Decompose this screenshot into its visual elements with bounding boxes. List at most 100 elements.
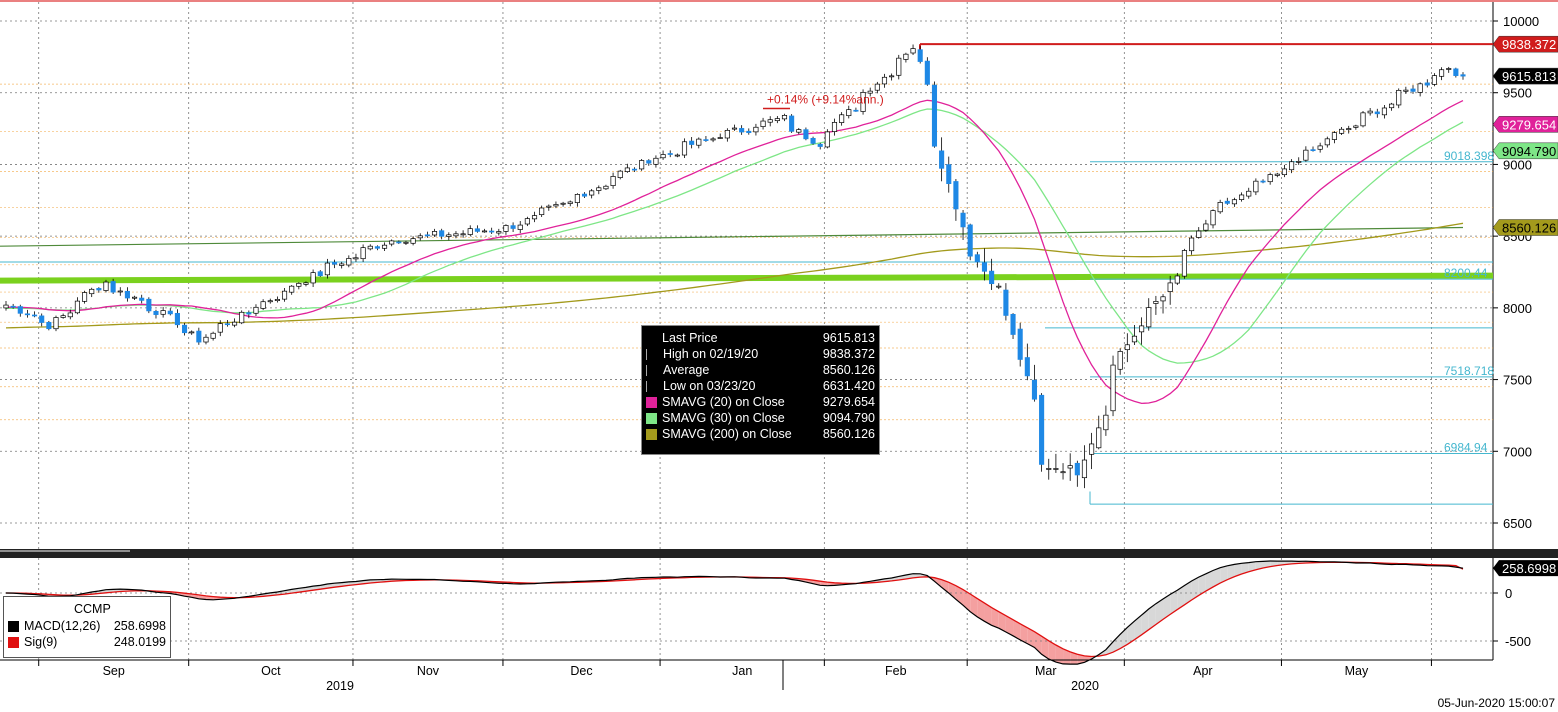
candle-body <box>503 225 509 232</box>
legend-label: Last Price <box>662 331 718 345</box>
candle-body <box>1317 145 1323 150</box>
candle-body <box>939 150 945 169</box>
macd-fill <box>1013 619 1021 640</box>
candle-body <box>46 321 52 330</box>
candle-body <box>867 90 873 94</box>
candle-body <box>103 281 109 291</box>
candle-body <box>774 118 780 122</box>
candle-body <box>1346 128 1352 131</box>
legend-row: High on 02/19/20 9838.372 <box>642 346 879 362</box>
macd-fill <box>1213 567 1221 587</box>
candle-body <box>1146 307 1152 328</box>
macd-fill <box>1170 590 1178 615</box>
legend-value: 9279.654 <box>822 395 875 409</box>
chart-legend-rows: Last Price 9615.813 High on 02/19/20 9838.3… <box>642 330 879 442</box>
macd-fill <box>1005 615 1014 636</box>
candle-body <box>846 109 852 117</box>
candle-body <box>410 238 416 244</box>
x-month-label: Apr <box>1193 664 1212 678</box>
candle-body <box>1396 89 1402 106</box>
candle-body <box>1067 465 1073 469</box>
candle-body <box>439 230 445 237</box>
candle-body <box>1410 88 1416 92</box>
candle-body <box>1167 282 1173 292</box>
candle-body <box>1431 75 1437 85</box>
candle-body <box>467 228 473 235</box>
candle-body <box>1267 174 1273 183</box>
candle-body <box>1210 210 1216 226</box>
candle-body <box>624 167 630 172</box>
macd-line <box>5 560 1464 665</box>
candle-body <box>1289 161 1295 171</box>
macd-fill <box>1241 562 1249 574</box>
candle-body <box>189 331 195 334</box>
timestamp: 05-Jun-2020 15:00:07 <box>1437 696 1555 710</box>
candle-body <box>324 262 330 276</box>
candle-body <box>1446 68 1452 70</box>
candle-body <box>203 336 209 343</box>
legend-value: 8560.126 <box>822 363 875 377</box>
legend-row: SMAVG (200) on Close 8560.126 <box>642 426 879 442</box>
candle-body <box>289 285 295 293</box>
macd-fill <box>1220 565 1228 584</box>
macd-fill <box>1155 599 1164 625</box>
candle-body <box>146 298 152 312</box>
macd-legend-value: 258.6998 <box>113 619 166 633</box>
candle-body <box>160 310 166 315</box>
candle-body <box>631 168 638 171</box>
price-tag-sma30: 9094.790 <box>1492 142 1558 160</box>
macd-fill <box>1127 621 1135 645</box>
macd-fill <box>1105 641 1114 655</box>
signal-legend-row: Sig(9) 248.0199 <box>4 634 170 650</box>
legend-row: Average 8560.126 <box>642 362 879 378</box>
candle-body <box>167 310 173 315</box>
candle-body <box>1331 132 1337 140</box>
candle-body <box>1246 190 1252 197</box>
candle-body <box>110 281 116 293</box>
macd-fill <box>934 577 942 588</box>
candle-body <box>1403 89 1409 92</box>
candle-body <box>596 187 602 191</box>
candle-body <box>996 285 1002 288</box>
candle-body <box>281 290 288 300</box>
candle-body <box>139 297 145 301</box>
candle-body <box>960 212 966 228</box>
candle-body <box>524 218 530 225</box>
candle-body <box>374 246 380 249</box>
candle-body <box>989 270 995 285</box>
price-tag-label: 9615.813 <box>1502 69 1556 84</box>
candle-body <box>210 332 216 339</box>
legend-row: SMAVG (20) on Close 9279.654 <box>642 394 879 410</box>
candle-body <box>674 154 680 157</box>
candle-body <box>717 137 723 139</box>
candle-body <box>1353 125 1359 128</box>
candle-body <box>739 128 745 133</box>
candle-body <box>267 300 273 303</box>
candle-body <box>246 312 252 315</box>
candle-body <box>517 224 523 230</box>
candle-body <box>896 57 902 76</box>
candle-body <box>1039 394 1045 465</box>
legend-swatch <box>646 428 657 440</box>
candle-body <box>981 262 988 272</box>
candle-body <box>1074 462 1080 476</box>
candle-body <box>117 290 123 293</box>
x-month-label: Oct <box>261 664 281 678</box>
candle-body <box>217 323 223 333</box>
candle-body <box>353 257 359 260</box>
candle-body <box>82 292 88 302</box>
candle-body <box>60 315 66 318</box>
macd-fill <box>1020 623 1028 644</box>
candle-body <box>1024 357 1030 377</box>
legend-label: Average <box>663 363 710 377</box>
x-month-label: Jan <box>732 664 752 678</box>
candle-body <box>803 129 809 140</box>
candle-body <box>917 49 923 62</box>
macd-legend-title: CCMP <box>74 602 111 616</box>
candle-body <box>881 76 888 85</box>
candle-body <box>831 122 838 132</box>
candle-body <box>931 84 938 147</box>
candle-body <box>667 153 673 155</box>
macd-fill <box>1248 561 1256 572</box>
candle-body <box>89 288 95 295</box>
